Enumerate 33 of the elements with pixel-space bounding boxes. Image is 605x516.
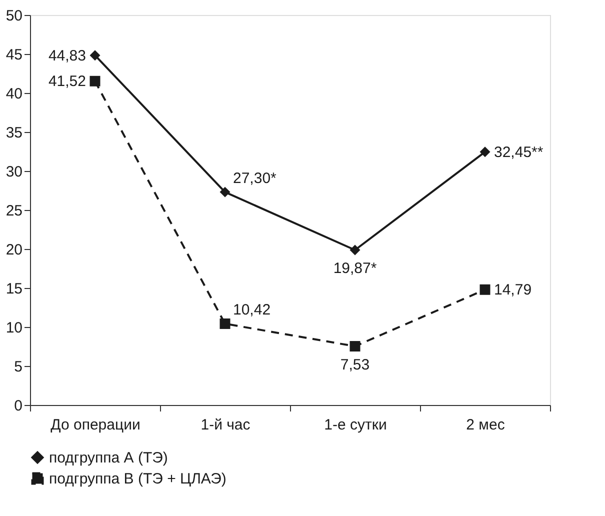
- data-label: 44,83: [48, 47, 86, 64]
- point: [350, 341, 360, 352]
- data-label: 32,45**: [494, 144, 544, 161]
- y-tick-label: 20: [6, 242, 22, 258]
- x-tick-label: 1-е сутки: [324, 416, 387, 434]
- y-tick-label: 10: [6, 320, 22, 336]
- data-label: 19,87*: [333, 260, 377, 278]
- y-tick-label: 0: [14, 398, 22, 414]
- y-tick-label: 5: [14, 358, 22, 376]
- point: [480, 284, 490, 295]
- y-tick-label: 35: [6, 124, 22, 142]
- x-tick-label: 2 мес: [466, 416, 506, 434]
- x-tick-label: 1-й час: [200, 416, 251, 434]
- data-label: 7,53: [340, 356, 370, 374]
- x-tick-label: До операции: [50, 416, 140, 434]
- legend-label: подгруппа В (ТЭ + ЦЛАЭ): [49, 470, 226, 488]
- data-label: 41,52: [48, 73, 86, 90]
- y-tick-label: 40: [6, 86, 22, 102]
- data-label: 27,30*: [233, 170, 277, 188]
- point: [480, 146, 490, 158]
- data-label: 10,42: [233, 302, 271, 319]
- point: [90, 76, 100, 86]
- y-tick-label: 30: [6, 164, 22, 180]
- y-tick-label: 45: [6, 46, 22, 64]
- point: [220, 318, 230, 329]
- y-tick-label: 50: [6, 8, 22, 24]
- data-label: 14,79: [494, 282, 532, 299]
- point: [220, 186, 230, 198]
- point: [90, 50, 100, 61]
- legend-label: подгруппа А (ТЭ): [49, 450, 168, 466]
- y-tick-label: 25: [6, 202, 22, 220]
- point: [350, 244, 360, 256]
- y-tick-label: 15: [6, 280, 22, 298]
